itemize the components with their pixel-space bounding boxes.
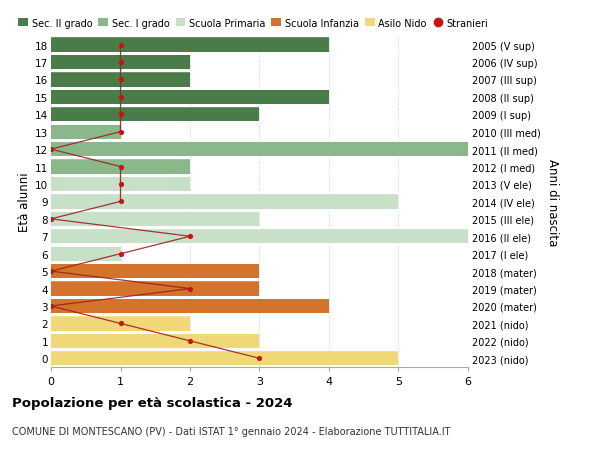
Point: [46, 268, 56, 275]
Bar: [51, 178, 190, 192]
Point: [116, 320, 125, 327]
Point: [116, 129, 125, 136]
Point: [255, 355, 265, 362]
Y-axis label: Età alunni: Età alunni: [18, 172, 31, 232]
Point: [116, 42, 125, 49]
Point: [46, 216, 56, 223]
Bar: [51, 230, 468, 244]
Y-axis label: Anni di nascita: Anni di nascita: [547, 158, 559, 246]
Point: [116, 94, 125, 101]
Bar: [51, 143, 468, 157]
Bar: [51, 73, 190, 87]
Point: [46, 302, 56, 310]
Bar: [51, 108, 260, 122]
Bar: [51, 264, 260, 279]
Text: COMUNE DI MONTESCANO (PV) - Dati ISTAT 1° gennaio 2024 - Elaborazione TUTTITALIA: COMUNE DI MONTESCANO (PV) - Dati ISTAT 1…: [12, 426, 451, 436]
Point: [185, 285, 195, 292]
Point: [46, 146, 56, 153]
Point: [116, 112, 125, 119]
Bar: [51, 38, 329, 52]
Bar: [51, 160, 190, 174]
Bar: [51, 317, 190, 331]
Bar: [51, 334, 260, 348]
Bar: [51, 282, 260, 296]
Bar: [51, 352, 398, 366]
Point: [185, 233, 195, 241]
Point: [116, 163, 125, 171]
Point: [116, 198, 125, 206]
Point: [116, 251, 125, 258]
Bar: [51, 90, 329, 105]
Point: [116, 77, 125, 84]
Bar: [51, 299, 329, 313]
Bar: [51, 195, 398, 209]
Bar: [51, 125, 121, 140]
Legend: Sec. II grado, Sec. I grado, Scuola Primaria, Scuola Infanzia, Asilo Nido, Stran: Sec. II grado, Sec. I grado, Scuola Prim…: [19, 18, 488, 28]
Bar: [51, 247, 121, 261]
Point: [185, 337, 195, 345]
Point: [116, 181, 125, 188]
Text: Popolazione per età scolastica - 2024: Popolazione per età scolastica - 2024: [12, 396, 293, 409]
Point: [116, 59, 125, 67]
Bar: [51, 56, 190, 70]
Bar: [51, 212, 260, 226]
